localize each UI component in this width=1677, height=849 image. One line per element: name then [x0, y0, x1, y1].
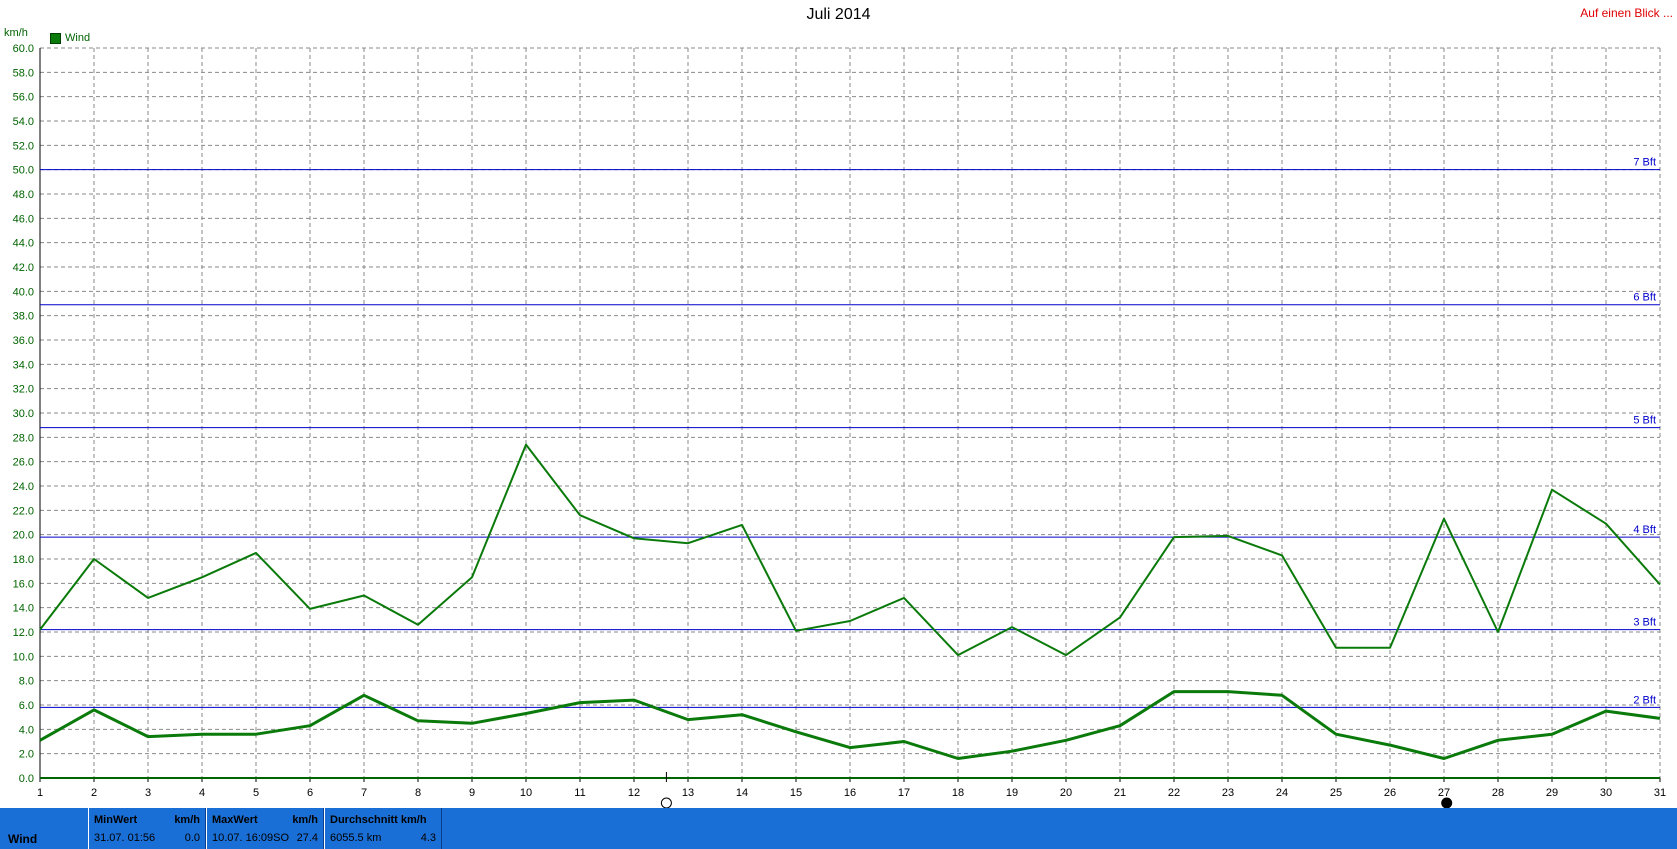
x-tick-label: 26	[1384, 787, 1396, 799]
x-tick-label: 21	[1114, 787, 1126, 799]
y-tick-label: 36.0	[13, 335, 34, 347]
x-tick-label: 28	[1492, 787, 1504, 799]
y-tick-label: 48.0	[13, 189, 34, 201]
stats-series-label: Wind	[8, 832, 38, 846]
min-stat: MinWert km/h 31.07. 01:56 0.0	[88, 808, 206, 849]
beaufort-label: 2 Bft	[1633, 694, 1656, 706]
x-tick-label: 22	[1168, 787, 1180, 799]
chart-title: Juli 2014	[806, 6, 871, 23]
x-tick-label: 6	[307, 787, 313, 799]
x-tick-label: 7	[361, 787, 367, 799]
y-axis-unit: km/h	[4, 27, 28, 39]
y-tick-label: 54.0	[13, 116, 34, 128]
x-tick-label: 10	[520, 787, 532, 799]
beaufort-label: 4 Bft	[1633, 524, 1656, 536]
max-direction: SO	[273, 832, 290, 844]
max-time: 10.07. 16:09	[212, 832, 274, 844]
x-tick-label: 27	[1438, 787, 1450, 799]
y-tick-label: 14.0	[13, 603, 34, 615]
y-tick-label: 28.0	[13, 432, 34, 444]
y-tick-label: 58.0	[13, 67, 34, 79]
x-tick-label: 2	[91, 787, 97, 799]
x-tick-label: 4	[199, 787, 205, 799]
y-tick-label: 56.0	[13, 92, 34, 104]
x-tick-label: 12	[628, 787, 640, 799]
y-tick-label: 6.0	[19, 700, 34, 712]
series-line-gusts	[39, 443, 1661, 657]
y-tick-label: 26.0	[13, 457, 34, 469]
max-unit: km/h	[292, 814, 318, 826]
y-tick-label: 10.0	[13, 651, 34, 663]
y-tick-label: 2.0	[19, 749, 34, 761]
full-moon-icon	[660, 797, 672, 808]
x-tick-label: 16	[844, 787, 856, 799]
x-tick-label: 8	[415, 787, 421, 799]
x-tick-label: 3	[145, 787, 151, 799]
y-tick-label: 4.0	[19, 724, 34, 736]
x-tick-label: 18	[952, 787, 964, 799]
x-tick-label: 31	[1654, 787, 1666, 799]
y-tick-label: 44.0	[13, 238, 34, 250]
min-unit: km/h	[174, 814, 200, 826]
stats-bar: Wind MinWert km/h 31.07. 01:56 0.0 MaxWert…	[0, 808, 1677, 849]
max-head: MaxWert	[212, 814, 258, 826]
y-tick-label: 0.0	[19, 773, 34, 785]
min-value: 0.0	[184, 832, 200, 844]
y-tick-label: 16.0	[13, 578, 34, 590]
avg-distance: 6055.5 km	[330, 832, 382, 844]
y-tick-label: 18.0	[13, 554, 34, 566]
new-moon-icon	[1441, 797, 1453, 808]
y-tick-label: 34.0	[13, 359, 34, 371]
x-tick-label: 11	[574, 787, 585, 799]
legend-swatch	[50, 32, 61, 44]
beaufort-label: 7 Bft	[1633, 157, 1656, 169]
min-time: 31.07. 01:56	[94, 832, 156, 844]
y-tick-label: 46.0	[13, 213, 34, 225]
x-tick-label: 29	[1546, 787, 1558, 799]
x-tick-label: 9	[469, 787, 475, 799]
x-tick-label: 1	[37, 787, 43, 799]
x-tick-label: 19	[1006, 787, 1018, 799]
wind-chart: 0.0 2.0 4.0 6.0 8.0 10.0 12.0 14.0 16.0 18.0 20.0 2…	[13, 43, 1666, 808]
legend: Wind	[50, 32, 90, 44]
y-tick-label: 38.0	[13, 311, 34, 323]
beaufort-label: 6 Bft	[1633, 292, 1656, 304]
y-tick-label: 40.0	[13, 286, 34, 298]
beaufort-label: 5 Bft	[1633, 415, 1656, 427]
x-tick-label: 30	[1600, 787, 1612, 799]
x-tick-label: 25	[1330, 787, 1342, 799]
x-tick-label: 15	[790, 787, 802, 799]
avg-stat: Durchschnitt km/h 6055.5 km 4.3	[324, 808, 442, 849]
max-stat: MaxWert km/h 10.07. 16:09SO 27.4	[206, 808, 324, 849]
y-tick-label: 20.0	[13, 530, 34, 542]
y-tick-label: 32.0	[13, 384, 34, 396]
legend-label: Wind	[65, 32, 91, 44]
series-line-mean	[39, 690, 1661, 760]
x-tick-label: 14	[736, 787, 748, 799]
y-tick-label: 24.0	[13, 481, 34, 493]
x-tick-label: 20	[1060, 787, 1072, 799]
y-tick-label: 52.0	[13, 140, 34, 152]
x-tick-label: 17	[898, 787, 910, 799]
min-head: MinWert	[94, 814, 138, 826]
overview-link[interactable]: Auf einen Blick ...	[1580, 6, 1673, 20]
y-tick-label: 8.0	[19, 676, 34, 688]
avg-value: 4.3	[420, 832, 436, 844]
x-tick-label: 5	[253, 787, 259, 799]
y-tick-label: 50.0	[13, 165, 34, 177]
x-tick-label: 13	[682, 787, 694, 799]
y-tick-label: 30.0	[13, 408, 34, 420]
y-tick-label: 22.0	[13, 505, 34, 517]
x-tick-label: 23	[1222, 787, 1234, 799]
y-tick-label: 12.0	[13, 627, 34, 639]
avg-head: Durchschnitt km/h	[330, 814, 427, 826]
y-tick-label: 60.0	[13, 43, 34, 55]
x-tick-label: 24	[1276, 787, 1288, 799]
max-value: 27.4	[296, 832, 318, 844]
beaufort-label: 3 Bft	[1633, 617, 1656, 629]
y-tick-label: 42.0	[13, 262, 34, 274]
